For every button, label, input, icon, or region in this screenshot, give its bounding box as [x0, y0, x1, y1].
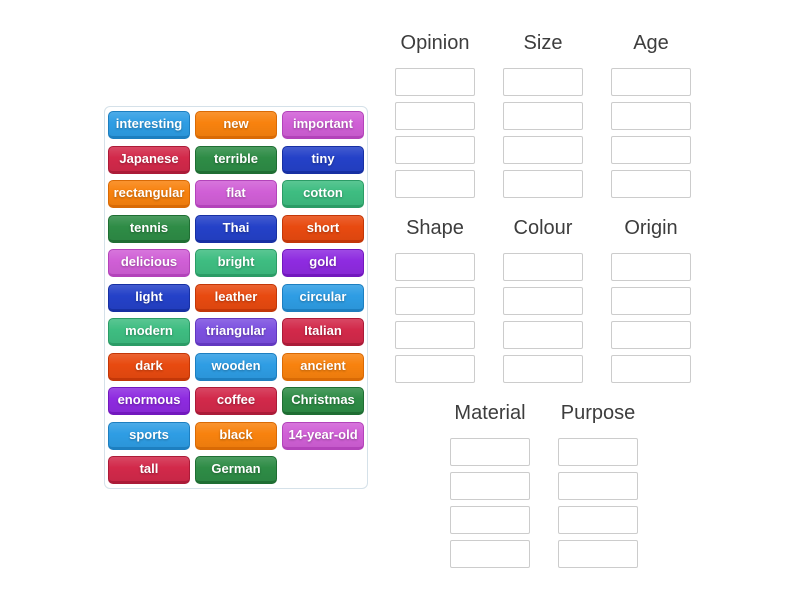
word-tile[interactable]: enormous — [108, 387, 190, 415]
word-tile[interactable]: bright — [195, 249, 277, 277]
word-tile[interactable]: important — [282, 111, 364, 139]
drop-slot[interactable] — [395, 253, 475, 281]
drop-slot[interactable] — [611, 102, 691, 130]
drop-slot[interactable] — [395, 355, 475, 383]
category-column-origin: Origin — [597, 215, 705, 389]
word-tile[interactable]: modern — [108, 318, 190, 346]
word-tile[interactable]: Japanese — [108, 145, 190, 174]
drop-slot[interactable] — [450, 438, 530, 466]
word-tile[interactable]: rectangular — [108, 180, 190, 208]
word-tile[interactable]: wooden — [195, 352, 277, 381]
category-header: Origin — [624, 217, 678, 239]
drop-slot[interactable] — [611, 321, 691, 349]
category-header: Colour — [513, 217, 573, 239]
drop-slot[interactable] — [503, 68, 583, 96]
group-row-3: Material Purpose — [436, 400, 652, 574]
drop-slot[interactable] — [611, 355, 691, 383]
drop-slot[interactable] — [450, 506, 530, 534]
word-tile[interactable]: Italian — [282, 318, 364, 346]
drop-slot[interactable] — [558, 472, 638, 500]
drop-slot[interactable] — [503, 136, 583, 164]
word-tile[interactable]: 14-year-old — [282, 421, 364, 450]
word-tile[interactable]: tiny — [282, 145, 364, 174]
category-column-shape: Shape — [381, 215, 489, 389]
drop-slot[interactable] — [395, 136, 475, 164]
drop-slot[interactable] — [503, 287, 583, 315]
group-row-1: Opinion Size Age — [381, 30, 705, 204]
drop-slot[interactable] — [395, 321, 475, 349]
drop-slot[interactable] — [558, 438, 638, 466]
drop-slot[interactable] — [611, 287, 691, 315]
word-tile[interactable]: delicious — [108, 249, 190, 277]
drop-slot[interactable] — [503, 253, 583, 281]
word-tile[interactable]: cotton — [282, 180, 364, 208]
word-tile[interactable]: Christmas — [282, 387, 364, 415]
category-header: Size — [523, 32, 563, 54]
word-tile[interactable]: coffee — [195, 387, 277, 415]
category-column-opinion: Opinion — [381, 30, 489, 204]
drop-slot[interactable] — [503, 355, 583, 383]
word-tile[interactable]: short — [282, 214, 364, 243]
word-tile[interactable]: Thai — [195, 214, 277, 243]
word-tile[interactable]: terrible — [195, 145, 277, 174]
drop-slot[interactable] — [558, 540, 638, 568]
word-tile[interactable]: tennis — [108, 214, 190, 243]
word-tile[interactable]: dark — [108, 352, 190, 381]
word-tile[interactable]: ancient — [282, 352, 364, 381]
drop-slot[interactable] — [395, 170, 475, 198]
word-bank: interesting new important Japanese terrible t… — [104, 106, 368, 489]
word-tile[interactable]: circular — [282, 283, 364, 312]
word-tile[interactable]: triangular — [195, 318, 277, 346]
category-column-material: Material — [436, 400, 544, 574]
drop-slot[interactable] — [503, 321, 583, 349]
drop-slot[interactable] — [611, 170, 691, 198]
word-tile[interactable]: tall — [108, 456, 190, 484]
word-tile[interactable]: gold — [282, 249, 364, 277]
drop-slot[interactable] — [395, 287, 475, 315]
category-header: Opinion — [400, 32, 470, 54]
category-column-age: Age — [597, 30, 705, 204]
drop-slot[interactable] — [395, 102, 475, 130]
drop-slot[interactable] — [450, 540, 530, 568]
category-header: Shape — [406, 217, 464, 239]
word-tile[interactable]: black — [195, 421, 277, 450]
word-tile[interactable]: German — [195, 456, 277, 484]
category-column-purpose: Purpose — [544, 400, 652, 574]
word-tile[interactable]: leather — [195, 283, 277, 312]
drop-slot[interactable] — [611, 253, 691, 281]
group-row-2: Shape Colour Origin — [381, 215, 705, 389]
category-column-size: Size — [489, 30, 597, 204]
drop-slot[interactable] — [611, 68, 691, 96]
drop-slot[interactable] — [450, 472, 530, 500]
category-column-colour: Colour — [489, 215, 597, 389]
drop-slot[interactable] — [395, 68, 475, 96]
drop-slot[interactable] — [558, 506, 638, 534]
category-header: Age — [633, 32, 669, 54]
word-tile[interactable]: new — [195, 111, 277, 139]
word-tile[interactable]: light — [108, 283, 190, 312]
category-header: Purpose — [560, 402, 636, 424]
word-tile[interactable]: sports — [108, 421, 190, 450]
word-tile[interactable]: flat — [195, 180, 277, 208]
drop-slot[interactable] — [611, 136, 691, 164]
drop-slot[interactable] — [503, 170, 583, 198]
category-header: Material — [454, 402, 526, 424]
word-tile[interactable]: interesting — [108, 111, 190, 139]
drop-slot[interactable] — [503, 102, 583, 130]
